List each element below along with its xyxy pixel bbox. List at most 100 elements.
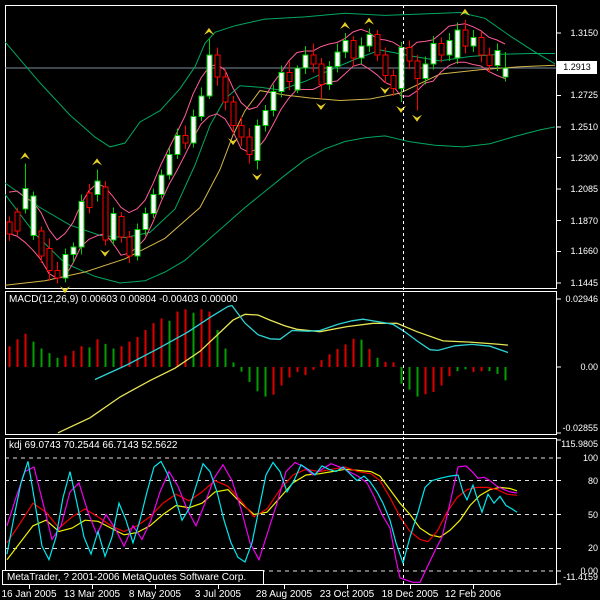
candle — [14, 207, 21, 236]
macd-indicator-label: MACD(12,26,9) 0.00603 0.00804 -0.00403 0… — [9, 294, 238, 305]
date-tick-label: 18 Dec 2005 — [381, 589, 439, 600]
date-tick-label: 12 Feb 2006 — [444, 589, 502, 600]
candle — [150, 188, 157, 218]
candle — [366, 28, 373, 53]
date-tick-label: 16 Jan 2005 — [1, 589, 57, 600]
fractal-up-arrow-icon — [364, 17, 374, 25]
candle — [334, 43, 341, 73]
candle — [262, 104, 269, 132]
candle — [318, 57, 325, 99]
candle — [86, 184, 93, 214]
price-tick-label: 1.3150 — [570, 28, 598, 38]
date-tick-label: 3 Jul 2005 — [194, 589, 242, 600]
macd-tick-label: 0.02946 — [565, 293, 598, 304]
kdj-tick-label: 20 — [587, 543, 598, 554]
candle — [278, 65, 285, 98]
candle — [398, 41, 405, 102]
candle — [54, 261, 61, 284]
candle — [430, 35, 437, 70]
candle — [22, 163, 29, 214]
copyright-bar: MetaTrader, ? 2001-2006 MetaQuotes Softw… — [2, 570, 264, 585]
candle — [286, 60, 293, 91]
kdj-tick-label: 80 — [587, 475, 598, 486]
candle — [382, 47, 389, 83]
candle — [214, 47, 221, 86]
candle — [174, 128, 181, 160]
kdj-tick-label: -11.4159 — [563, 572, 598, 582]
candle — [350, 35, 357, 67]
candle — [62, 248, 69, 283]
candle — [206, 38, 213, 99]
price-tick-label: 1.2085 — [570, 184, 598, 195]
fractal-down-arrow-icon — [60, 286, 70, 294]
fractal-down-arrow-icon — [412, 114, 422, 122]
current-price-label: 1.2913 — [557, 61, 597, 74]
fractal-up-arrow-icon — [20, 152, 30, 160]
candle — [374, 30, 381, 61]
macd-lines — [57, 304, 509, 434]
candle — [486, 47, 493, 73]
candle — [254, 119, 261, 170]
macd-tick-label: -0.02855 — [562, 423, 598, 433]
candle — [246, 128, 253, 164]
candle — [326, 60, 333, 91]
candle — [238, 116, 245, 146]
fractal-up-arrow-icon — [92, 158, 102, 166]
candle — [302, 46, 309, 75]
fractal-up-arrow-icon — [340, 22, 350, 30]
candle — [310, 43, 317, 73]
candle — [358, 37, 365, 64]
price-tick-label: 1.2300 — [570, 152, 598, 163]
candle — [46, 238, 53, 281]
candle — [38, 226, 45, 264]
candle — [222, 69, 229, 111]
candle — [438, 37, 445, 63]
fractal-arrows — [20, 8, 470, 294]
candle — [166, 147, 173, 180]
candle — [30, 191, 37, 240]
price-tick-label: 1.1870 — [570, 215, 598, 226]
kdj-lines — [6, 460, 518, 583]
candle — [158, 169, 165, 199]
macd-histogram — [8, 309, 507, 397]
price-tick-label: 1.2510 — [570, 121, 598, 132]
candle — [390, 69, 397, 97]
copyright-text: MetaTrader, ? 2001-2006 MetaQuotes Softw… — [7, 572, 247, 583]
fractal-down-arrow-icon — [380, 86, 390, 94]
candle — [342, 33, 349, 58]
candle — [422, 56, 429, 85]
candle — [454, 22, 461, 64]
price-tick-label: 1.1445 — [570, 278, 598, 288]
candle — [294, 65, 301, 94]
kdj-gridlines — [5, 457, 556, 572]
candle — [462, 19, 469, 54]
candle — [134, 223, 141, 261]
band-lines — [4, 11, 556, 286]
price-tick-label: 1.2725 — [570, 90, 598, 101]
candle — [478, 31, 485, 63]
price-tick-label: 1.1660 — [570, 246, 598, 257]
candle — [406, 40, 413, 70]
date-tick-label: 23 Oct 2005 — [319, 589, 375, 600]
candle — [414, 55, 421, 111]
date-tick-label: 8 May 2005 — [128, 589, 182, 600]
candle — [70, 242, 77, 264]
candle — [110, 207, 117, 246]
date-ticks — [29, 584, 474, 589]
candle — [190, 109, 197, 148]
candle — [502, 52, 509, 82]
candle — [270, 84, 277, 117]
kdj-tick-label: 50 — [587, 509, 598, 520]
kdj-indicator-label: kdj 69.0743 70.2544 66.7143 52.5622 — [9, 440, 178, 451]
candle — [126, 230, 133, 264]
fractal-down-arrow-icon — [252, 173, 262, 181]
date-tick-label: 28 Aug 2005 — [255, 589, 313, 600]
fractal-down-arrow-icon — [228, 138, 238, 146]
fractal-down-arrow-icon — [316, 102, 326, 110]
candle — [446, 33, 453, 61]
macd-tick-label: 0.00 — [580, 362, 598, 372]
candle — [118, 211, 125, 243]
candle — [182, 125, 189, 149]
